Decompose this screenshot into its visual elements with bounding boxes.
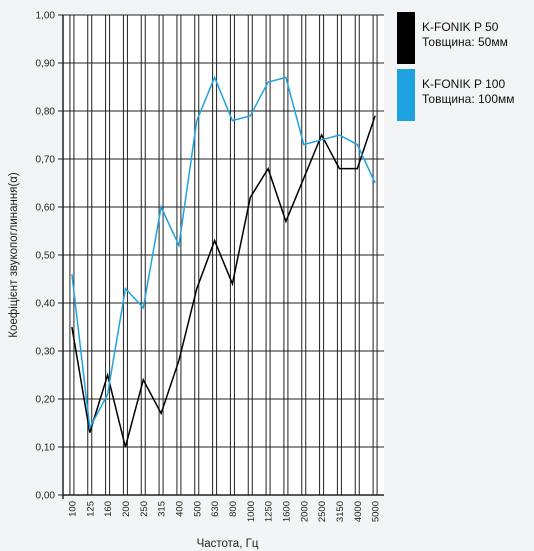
legend-text-p50: K-FONIK P 50 Товщина: 50мм xyxy=(422,20,508,50)
x-tick-label: 1250 xyxy=(264,501,275,522)
series-lines xyxy=(71,75,376,448)
x-tick-label: 125 xyxy=(85,501,96,517)
legend-item-p50: K-FONIK P 50 Товщина: 50мм xyxy=(397,12,534,64)
y-tick-label: 0,40 xyxy=(36,299,56,310)
y-axis-tick-labels: 0,00 0,10 0,20 0,30 0,40 0,50 0,60 0,70 0,80 0,90… xyxy=(36,11,56,502)
y-axis-title: Коефіцієнт звукопоглинання(α) xyxy=(8,172,20,338)
x-tick-label: 315 xyxy=(157,501,168,517)
y-tick-label: 0,10 xyxy=(36,443,56,454)
y-tick-label: 1,00 xyxy=(36,11,56,22)
x-tick-label: 160 xyxy=(103,501,114,517)
horizontal-gridlines xyxy=(58,14,384,499)
x-tick-label: 2000 xyxy=(299,501,310,522)
x-tick-label: 630 xyxy=(210,501,221,517)
y-tick-label: 0,80 xyxy=(36,107,56,118)
y-tick-label: 0,70 xyxy=(36,155,56,166)
legend-text-p100: K-FONIK P 100 Товщина: 100мм xyxy=(422,77,515,107)
x-tick-label: 500 xyxy=(192,501,203,517)
x-tick-label: 800 xyxy=(228,501,239,517)
legend-thickness-p100: Товщина: 100мм xyxy=(422,92,515,106)
legend: K-FONIK P 50 Товщина: 50мм K-FONIK P 100… xyxy=(397,12,534,126)
series-line-0 xyxy=(71,115,376,448)
y-tick-label: 0,20 xyxy=(36,395,56,406)
y-tick-label: 0,50 xyxy=(36,251,56,262)
series-line-1 xyxy=(71,75,376,431)
x-tick-label: 100 xyxy=(67,501,78,517)
x-axis-tick-labels: 100 125 160 200 250 315 400 500 630 800 1000 1250 16… xyxy=(67,501,381,522)
x-tick-label: 1000 xyxy=(246,501,257,522)
x-tick-label: 2500 xyxy=(317,501,328,522)
legend-swatch-p100 xyxy=(397,69,415,121)
x-tick-label: 1600 xyxy=(281,501,292,522)
x-tick-label: 200 xyxy=(121,501,132,517)
x-tick-label: 400 xyxy=(174,501,185,517)
y-tick-label: 0,60 xyxy=(36,203,56,214)
legend-label-p100: K-FONIK P 100 xyxy=(422,77,506,91)
legend-thickness-p50: Товщина: 50мм xyxy=(422,35,508,49)
y-tick-label: 0,00 xyxy=(36,491,56,502)
x-tick-label: 5000 xyxy=(371,501,382,522)
x-axis-title: Частота, Гц xyxy=(197,538,259,550)
legend-swatch-p50 xyxy=(397,12,415,64)
x-tick-label: 3150 xyxy=(335,501,346,522)
y-tick-label: 0,90 xyxy=(36,59,56,70)
legend-item-p100: K-FONIK P 100 Товщина: 100мм xyxy=(397,69,534,121)
y-tick-label: 0,30 xyxy=(36,347,56,358)
x-tick-label: 4000 xyxy=(353,501,364,522)
legend-label-p50: K-FONIK P 50 xyxy=(422,20,499,34)
x-tick-label: 250 xyxy=(139,501,150,517)
